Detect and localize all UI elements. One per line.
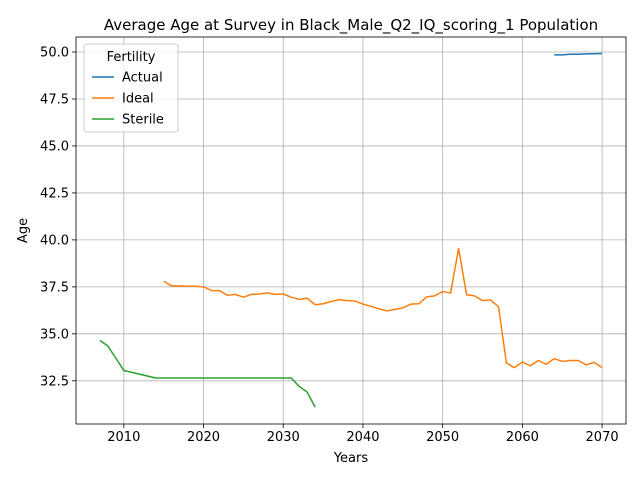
x-tick-label: 2020 [187,430,220,445]
grid-lines [76,37,626,424]
legend: Fertility Actual Ideal Sterile [83,43,179,133]
legend-box [83,43,179,133]
x-axis-label: Years [333,451,369,466]
x-tick-label: 2040 [346,430,379,445]
x-tick-label: 2060 [506,430,539,445]
y-axis-ticks: 32.5 35.0 37.5 40.0 42.5 45.0 47.5 50.0 [40,46,76,389]
x-tick-label: 2050 [426,430,459,445]
legend-title: Fertility [107,50,156,65]
y-tick-label: 50.0 [40,46,69,61]
plot-frame [75,36,627,425]
series-line-ideal [163,247,603,369]
x-tick-label: 2030 [267,430,300,445]
y-tick-label: 42.5 [40,186,69,201]
y-tick-label: 37.5 [40,280,69,295]
legend-label-actual: Actual [122,71,163,86]
chart-title: Average Age at Survey in Black_Male_Q2_I… [104,16,598,35]
legend-items: Actual Ideal Sterile [92,71,164,128]
series-line-actual [554,52,603,56]
y-tick-label: 35.0 [40,327,69,342]
x-tick-label: 2070 [586,430,619,445]
x-tick-label: 2010 [107,430,140,445]
y-tick-label: 47.5 [40,92,69,107]
y-axis-label: Age [16,218,31,243]
series-layer [99,52,603,408]
y-tick-label: 32.5 [40,374,69,389]
y-tick-label: 45.0 [40,139,69,154]
y-tick-label: 40.0 [40,233,69,248]
legend-label-sterile: Sterile [122,113,164,128]
legend-label-ideal: Ideal [122,92,154,107]
x-axis-ticks: 2010 2020 2030 2040 2050 2060 2070 [107,424,619,445]
series-line-sterile [99,339,316,408]
